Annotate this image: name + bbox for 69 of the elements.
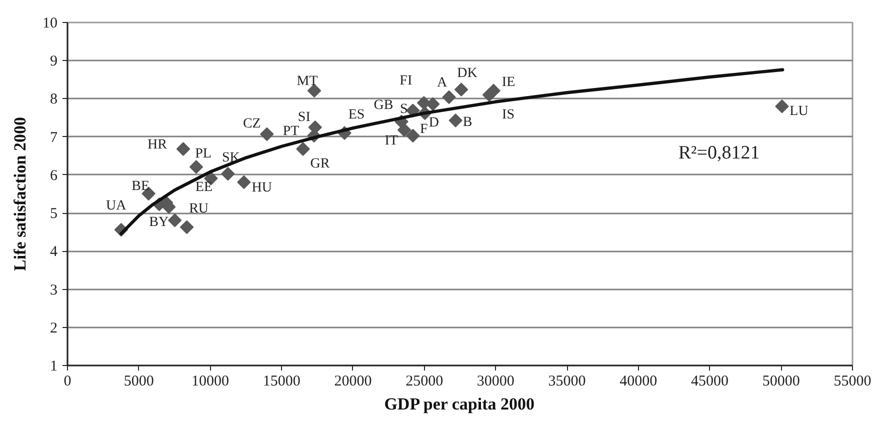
y-tick-label: 3 — [50, 282, 58, 298]
annotation: EE — [195, 180, 212, 195]
annotation: S — [400, 102, 408, 118]
annotation: UA — [106, 198, 128, 214]
point — [237, 175, 251, 190]
annotation: D — [428, 116, 439, 131]
point — [221, 166, 235, 181]
x-tick-label: 0 — [64, 374, 72, 390]
annotation: PL — [195, 146, 212, 162]
annotation: F — [420, 122, 428, 138]
annotation: BY — [149, 214, 169, 230]
point — [260, 127, 274, 142]
x-tick-label: 35000 — [548, 374, 586, 390]
point — [448, 114, 462, 128]
x-tick-label: 50000 — [762, 374, 800, 390]
point — [189, 160, 204, 174]
point — [486, 84, 500, 98]
point — [296, 142, 310, 156]
x-tick-label: 15000 — [262, 374, 300, 390]
y-tick-label: 8 — [50, 92, 58, 108]
x-tick-label: 10000 — [191, 374, 229, 390]
point — [454, 82, 468, 96]
annotation: LU — [790, 104, 808, 119]
x-tick-label: 45000 — [691, 374, 729, 390]
annotation: HR — [148, 138, 168, 153]
point — [176, 142, 190, 156]
y-tick-label: 10 — [42, 16, 58, 32]
y-axis-title: Life satisfaction 2000 — [10, 117, 30, 271]
annotation: FI — [400, 73, 412, 88]
point — [775, 99, 789, 114]
point — [397, 123, 412, 137]
y-tick-label: 1 — [50, 358, 58, 374]
annotation: A — [436, 76, 448, 91]
annotation: SK — [222, 150, 240, 166]
x-tick-label: 25000 — [406, 374, 444, 390]
y-tick-label: 7 — [50, 130, 58, 146]
annotation: GB — [374, 98, 394, 114]
annotation: IT — [384, 133, 398, 148]
annotation: R²=0,8121 — [678, 142, 760, 164]
annotation: IS — [502, 107, 514, 122]
x-tick-label: 5000 — [124, 374, 154, 390]
x-axis-title: GDP per capita 2000 — [384, 394, 535, 414]
x-tick-label: 30000 — [476, 374, 514, 390]
point — [426, 97, 440, 111]
point — [442, 90, 456, 104]
annotation: GR — [310, 156, 330, 172]
annotation: B — [462, 114, 472, 130]
annotation: CZ — [242, 116, 261, 132]
annotation: PT — [282, 124, 300, 140]
y-tick-label: 9 — [50, 54, 58, 70]
annotation: IE — [502, 75, 516, 90]
annotation: DK — [457, 66, 478, 82]
annotation: RU — [189, 202, 209, 217]
y-tick-label: 6 — [50, 168, 58, 184]
x-tick-label: 20000 — [334, 374, 372, 390]
annotation: MT — [296, 74, 318, 90]
y-tick-label: 4 — [50, 244, 58, 260]
annotation: BE — [132, 179, 150, 194]
x-tick-label: 55000 — [834, 374, 872, 390]
annotation: HU — [252, 180, 272, 196]
point — [168, 213, 182, 228]
annotation: SI — [298, 110, 311, 125]
y-tick-label: 5 — [50, 206, 58, 222]
x-tick-label: 40000 — [620, 374, 658, 390]
annotation: ES — [348, 108, 365, 123]
point — [180, 220, 194, 234]
point — [406, 128, 420, 143]
point — [307, 84, 322, 98]
y-tick-label: 2 — [50, 320, 58, 336]
